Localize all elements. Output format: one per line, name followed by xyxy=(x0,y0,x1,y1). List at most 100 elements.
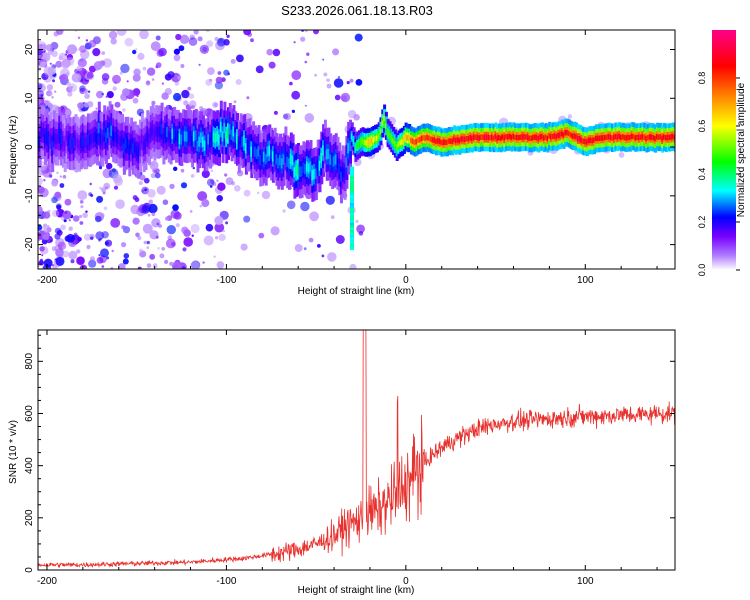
spectrogram-noise-cell xyxy=(114,176,123,186)
spectrogram-ridge-cell xyxy=(124,138,128,149)
spectrogram-noise-cell xyxy=(303,247,307,251)
spectrogram-ridge-cell xyxy=(306,161,309,172)
spectrogram-noise-cell xyxy=(113,185,119,190)
spectrogram-ridge-cell xyxy=(670,134,674,140)
spectrogram-ridge-cell xyxy=(171,128,175,139)
spectrogram-noise-cell xyxy=(326,78,330,82)
colorbar-tick-label: 0.2 xyxy=(697,216,707,229)
spectrogram-noise-cell xyxy=(122,108,126,112)
spectrogram-noise-cell xyxy=(177,75,182,80)
spectrogram-ridge-cell xyxy=(641,133,645,140)
snr-x-label: Height of straight line (km) xyxy=(298,585,415,596)
spectrogram-ridge-cell xyxy=(377,133,381,139)
spectrogram-noise-cell xyxy=(123,253,130,259)
x-tick-label: -100 xyxy=(216,275,236,286)
spectrogram-noise-cell xyxy=(214,236,219,240)
spectrogram-noise-cell xyxy=(223,39,230,46)
spectrogram-noise-cell xyxy=(222,229,226,233)
snr-panel: -200 -100 0 100 0 200 400 600 800 Height of str… xyxy=(8,329,676,596)
spectrogram-ridge-cell xyxy=(349,140,352,152)
spectrogram-noise-cell xyxy=(85,39,89,42)
spectrogram-noise-cell xyxy=(68,219,71,222)
spectrogram-noise-cell xyxy=(183,237,193,247)
spectrogram-noise-cell xyxy=(246,96,250,100)
spectrogram-noise-cell xyxy=(273,110,278,115)
spectrogram-noise-cell xyxy=(151,212,156,217)
snr-frame xyxy=(37,329,676,571)
spectrogram-noise-cell xyxy=(175,223,180,228)
spectrogram-ridge-cell xyxy=(289,153,293,164)
spectrogram-noise-cell xyxy=(88,65,96,73)
spectrogram-halo-cell xyxy=(618,152,625,158)
x-tick-label: 0 xyxy=(403,275,409,286)
spectrogram-noise-cell xyxy=(135,232,140,238)
spectrogram-ridge-cell xyxy=(178,133,182,144)
spectrogram-noise-cell xyxy=(212,101,219,108)
spectrogram-ridge-cell xyxy=(137,147,141,158)
spectrogram-noise-cell xyxy=(146,246,150,250)
spectrogram-noise-cell xyxy=(39,258,44,262)
y-tick-label: 20 xyxy=(24,44,35,56)
x-tick-label: 0 xyxy=(403,576,409,587)
spectrogram-noise-cell xyxy=(321,254,325,258)
spectrogram-ridge-cell xyxy=(646,135,650,141)
spectrogram-ridge-cell xyxy=(515,134,519,141)
spectrogram-noise-cell xyxy=(214,81,223,90)
spectrogram-noise-cell xyxy=(101,231,109,239)
spectrogram-ridge-cell xyxy=(345,157,349,168)
spectrogram-ridge-cell xyxy=(350,200,354,204)
spectrogram-noise-cell xyxy=(201,169,210,179)
spectrogram-noise-cell xyxy=(56,204,62,210)
spectrogram-noise-cell xyxy=(335,235,345,244)
spectrogram-noise-cell xyxy=(46,224,50,228)
spectrogram-ridge-cell xyxy=(406,135,410,141)
spectrogram-ridge-cell xyxy=(616,134,620,140)
spectrogram-noise-cell xyxy=(132,217,140,225)
spectrogram-noise-cell xyxy=(326,83,332,89)
spectrogram-noise-cell xyxy=(283,113,292,121)
spectrogram-ridge-cell xyxy=(49,133,53,144)
spectrogram-noise-cell xyxy=(155,35,161,41)
spectrogram-ridge-cell xyxy=(444,139,448,145)
x-tick-label: -100 xyxy=(216,576,236,587)
spectrogram-noise-cell xyxy=(89,182,92,186)
spectrogram-ridge-cell xyxy=(429,136,433,142)
spectrogram-ridge-cell xyxy=(609,134,613,140)
colorbar-tick-label: 0.6 xyxy=(697,120,707,133)
spectrogram-noise-cell xyxy=(146,67,156,76)
spectrogram-ridge-cell xyxy=(316,160,320,172)
spectrogram-ridge-cell xyxy=(567,130,571,137)
spectrogram-noise-cell xyxy=(156,185,166,195)
spectrogram-noise-cell xyxy=(155,235,159,239)
spectrogram-ridge-cell xyxy=(453,136,457,143)
spectrogram-noise-cell xyxy=(133,68,141,76)
spectrogram-noise-cell xyxy=(79,221,84,225)
spectrogram-ridge-cell xyxy=(383,115,387,122)
spectrogram-noise-cell xyxy=(354,33,363,42)
spectrogram-noise-cell xyxy=(68,83,78,92)
x-tick-label: -200 xyxy=(37,275,57,286)
spectrogram-ridge-cell xyxy=(350,169,354,172)
spectrogram-ridge-cell xyxy=(350,186,354,190)
spectrogram-noise-cell xyxy=(201,199,210,208)
snr-plot-area xyxy=(38,330,675,570)
spectrogram-ridge-cell xyxy=(94,131,98,142)
spectrogram-ridge-cell xyxy=(666,134,670,141)
spectrogram-noise-cell xyxy=(93,61,103,70)
spectrogram-noise-cell xyxy=(154,172,161,179)
spectrogram-noise-cell xyxy=(157,246,160,250)
spectrogram-ridge-cell xyxy=(372,137,376,143)
spectrogram-noise-cell xyxy=(110,38,117,45)
spectrogram-noise-cell xyxy=(169,183,175,190)
spectrogram-ridge-cell xyxy=(600,135,604,141)
spectrogram-ridge-cell xyxy=(44,133,47,144)
spectrogram-noise-cell xyxy=(130,204,140,215)
spectrogram-ridge-cell xyxy=(521,134,525,140)
snr-x-ticks: -200 -100 0 100 xyxy=(37,330,658,587)
spectrogram-noise-cell xyxy=(98,254,101,257)
spectrogram-ridge-cell xyxy=(420,135,424,142)
spectrogram-noise-cell xyxy=(95,215,102,223)
spectrogram-ridge-cell xyxy=(160,123,164,135)
spectrogram-noise-cell xyxy=(87,90,91,93)
